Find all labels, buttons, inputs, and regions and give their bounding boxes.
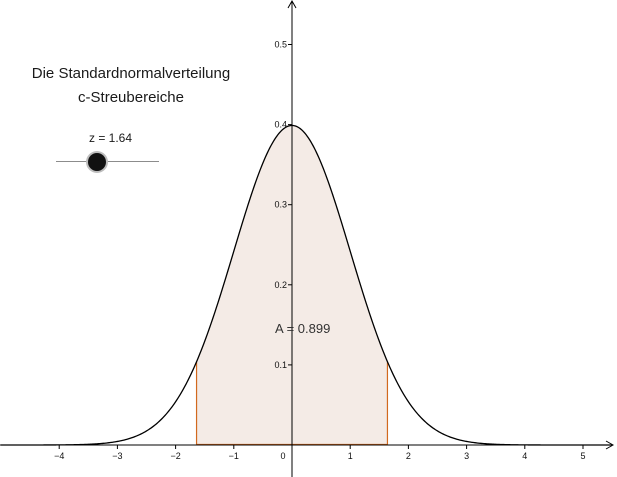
y-tick-label: 0.4 xyxy=(274,120,287,130)
x-tick-label: 4 xyxy=(522,451,527,461)
area-label: A = 0.899 xyxy=(275,321,331,336)
x-tick-label: −1 xyxy=(229,451,239,461)
title-line-2: c-Streubereiche xyxy=(78,89,184,106)
slider-label: z = 1.64 xyxy=(89,131,133,145)
y-tick-label: 0.5 xyxy=(274,40,287,50)
y-tick-label: 0.1 xyxy=(274,360,287,370)
z-slider-track[interactable] xyxy=(56,161,159,162)
x-axis-arrow-icon xyxy=(605,440,615,450)
x-tick-label: −4 xyxy=(54,451,64,461)
graph-title: Die Standardnormalverteilung c-Streubere… xyxy=(11,62,251,110)
x-tick-label: 5 xyxy=(580,451,585,461)
x-tick-label: 0 xyxy=(280,451,285,461)
title-line-1: Die Standardnormalverteilung xyxy=(31,65,231,82)
x-tick-label: 1 xyxy=(348,451,353,461)
y-tick-label: 0.2 xyxy=(274,280,287,290)
x-tick-label: −2 xyxy=(170,451,180,461)
x-tick-label: 3 xyxy=(464,451,469,461)
x-tick-label: −3 xyxy=(112,451,122,461)
y-axis-arrow-icon xyxy=(287,0,297,9)
x-tick-label: 2 xyxy=(406,451,411,461)
z-slider-handle[interactable] xyxy=(88,153,106,171)
y-tick-label: 0.3 xyxy=(274,200,287,210)
